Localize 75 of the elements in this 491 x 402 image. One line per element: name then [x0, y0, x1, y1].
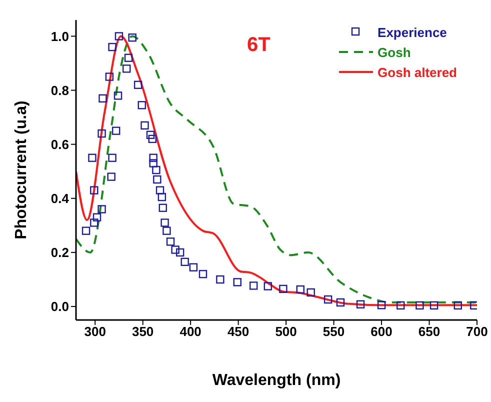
point: [198, 270, 208, 278]
point: [114, 32, 124, 40]
point: [88, 154, 96, 162]
point: [396, 301, 405, 310]
x-tick-label: 450: [227, 324, 250, 340]
point: [158, 192, 166, 202]
point: [146, 130, 155, 139]
point: [324, 295, 332, 304]
point: [377, 301, 386, 310]
y-tick-label: 0.0: [50, 299, 69, 314]
point: [233, 278, 242, 286]
x-tick-label: 500: [275, 324, 297, 340]
point: [124, 54, 133, 62]
x-tick-label: 400: [180, 324, 202, 340]
point: [98, 94, 107, 102]
x-tick-label: 650: [418, 324, 440, 340]
x-tick-label: 550: [322, 324, 345, 340]
point: [356, 300, 365, 308]
point: [156, 186, 164, 194]
point: [171, 246, 180, 254]
point: [306, 288, 315, 297]
point: [98, 205, 106, 214]
y-tick-label: 0.6: [50, 136, 69, 152]
y-tick-label: 0.2: [50, 245, 69, 260]
point: [114, 92, 122, 100]
y-tick-label: 0.8: [50, 82, 69, 98]
point: [180, 258, 189, 266]
point: [108, 42, 116, 52]
legend-label: Gosh altered: [378, 64, 457, 80]
point: [189, 263, 198, 272]
point: [336, 298, 345, 307]
point: [128, 33, 136, 42]
point: [162, 226, 171, 235]
point: [149, 159, 158, 168]
point: [416, 301, 424, 310]
point: [176, 248, 184, 257]
point: [138, 101, 146, 110]
point: [296, 285, 304, 294]
point: [249, 282, 258, 290]
point: [122, 64, 131, 73]
x-tick-label: 350: [132, 324, 154, 340]
point: [82, 226, 90, 235]
point: [166, 238, 175, 246]
point: [470, 301, 477, 310]
point: [108, 154, 116, 162]
point: [153, 175, 162, 184]
x-tick-label: 600: [370, 324, 392, 340]
point: [264, 282, 272, 290]
point: [105, 72, 114, 81]
point: [92, 213, 102, 222]
y-tick-label: 1.0: [50, 28, 69, 44]
point: [160, 218, 169, 227]
point: [148, 134, 156, 144]
point: [140, 121, 149, 130]
point: [90, 218, 98, 227]
point: [98, 129, 106, 138]
point: [112, 126, 120, 135]
point: [90, 186, 98, 194]
point: [134, 80, 142, 89]
point: [158, 204, 167, 212]
annotation: 6T: [247, 34, 270, 57]
x-tick-label: 300: [84, 324, 106, 340]
y-tick-label: 0.4: [50, 190, 70, 206]
legend-label: Gosh: [378, 44, 411, 60]
point: [279, 284, 288, 294]
point: [152, 166, 160, 174]
x-axis-title: Wavelength (nm): [211, 372, 342, 390]
point: [107, 172, 116, 181]
point: [454, 301, 462, 310]
legend-label: Experience: [378, 24, 447, 40]
x-tick-label: 700: [466, 324, 488, 340]
point: [430, 301, 438, 310]
point: [149, 154, 158, 162]
y-axis-title: Photocurrent (u.a): [13, 100, 31, 240]
point: [216, 275, 224, 284]
